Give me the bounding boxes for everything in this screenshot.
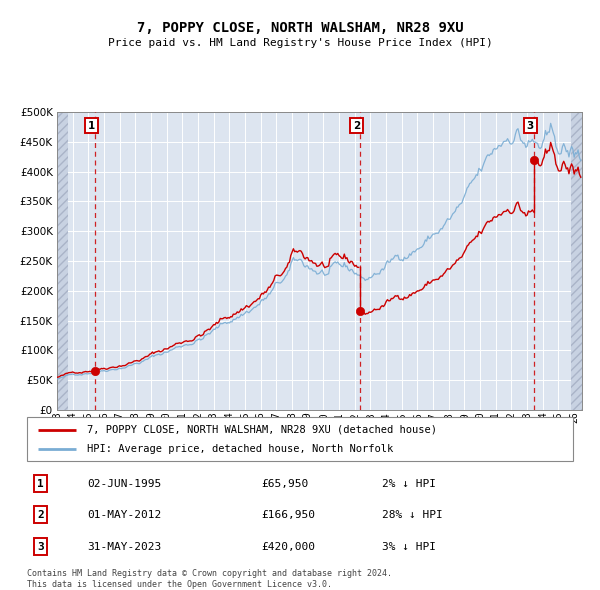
Text: HPI: Average price, detached house, North Norfolk: HPI: Average price, detached house, Nort… [87, 444, 394, 454]
Text: 7, POPPY CLOSE, NORTH WALSHAM, NR28 9XU: 7, POPPY CLOSE, NORTH WALSHAM, NR28 9XU [137, 21, 463, 35]
Text: £166,950: £166,950 [262, 510, 316, 520]
Text: 1: 1 [88, 120, 95, 130]
Text: Contains HM Land Registry data © Crown copyright and database right 2024.
This d: Contains HM Land Registry data © Crown c… [27, 569, 392, 589]
Text: 3% ↓ HPI: 3% ↓ HPI [382, 542, 436, 552]
Text: 2% ↓ HPI: 2% ↓ HPI [382, 479, 436, 489]
Text: 28% ↓ HPI: 28% ↓ HPI [382, 510, 443, 520]
Text: Price paid vs. HM Land Registry's House Price Index (HPI): Price paid vs. HM Land Registry's House … [107, 38, 493, 48]
Text: 31-MAY-2023: 31-MAY-2023 [87, 542, 161, 552]
Text: 02-JUN-1995: 02-JUN-1995 [87, 479, 161, 489]
Bar [571, 112, 582, 410]
FancyBboxPatch shape [27, 417, 573, 461]
Text: 2: 2 [353, 120, 360, 130]
Bar [57, 112, 68, 410]
Text: 01-MAY-2012: 01-MAY-2012 [87, 510, 161, 520]
Text: 1: 1 [37, 479, 44, 489]
Text: £65,950: £65,950 [262, 479, 309, 489]
Text: £420,000: £420,000 [262, 542, 316, 552]
Text: 2: 2 [37, 510, 44, 520]
Text: 3: 3 [527, 120, 534, 130]
Text: 7, POPPY CLOSE, NORTH WALSHAM, NR28 9XU (detached house): 7, POPPY CLOSE, NORTH WALSHAM, NR28 9XU … [87, 425, 437, 434]
Text: 3: 3 [37, 542, 44, 552]
